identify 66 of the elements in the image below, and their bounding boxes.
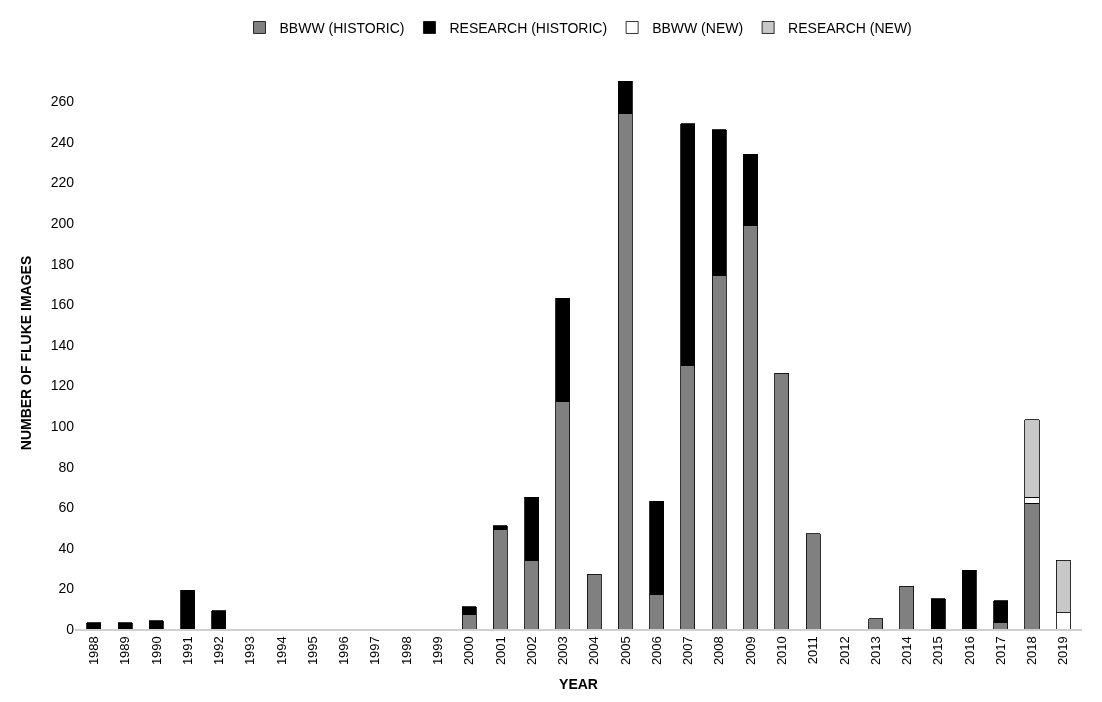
bar xyxy=(492,529,508,629)
x-tick-label: 2001 xyxy=(492,636,508,666)
x-tick-label: 2014 xyxy=(899,636,915,666)
y-tick-label: 140 xyxy=(50,336,75,353)
bar xyxy=(180,590,196,629)
y-tick-label: 260 xyxy=(50,93,75,110)
x-tick-label: 2011 xyxy=(805,636,821,665)
x-tick-label: 2010 xyxy=(774,636,790,666)
y-tick-label: 160 xyxy=(50,296,75,313)
bar xyxy=(868,618,884,629)
x-tick-label: 2004 xyxy=(586,636,602,666)
y-tick-label: 80 xyxy=(58,458,75,475)
legend-label: RESEARCH (NEW) xyxy=(788,19,912,36)
legend-label: RESEARCH (HISTORIC) xyxy=(449,19,608,36)
x-tick-label: 1999 xyxy=(429,636,445,666)
x-tick-label: 1993 xyxy=(242,636,258,666)
x-tick-label: 2019 xyxy=(1055,636,1071,666)
bar xyxy=(899,585,915,629)
x-tick-label: 2007 xyxy=(680,636,696,666)
x-tick-label: 2012 xyxy=(836,636,852,666)
bar xyxy=(1024,502,1040,629)
bar xyxy=(774,372,790,629)
x-tick-label: 2002 xyxy=(523,636,539,666)
bar xyxy=(961,569,977,629)
x-tick-label: 2015 xyxy=(930,636,946,666)
y-tick-label: 60 xyxy=(58,499,75,516)
y-tick-label: 40 xyxy=(58,539,75,556)
x-tick-label: 1988 xyxy=(85,636,101,666)
x-tick-label: 1990 xyxy=(148,636,164,666)
legend-label: BBWW (NEW) xyxy=(652,19,744,36)
x-tick-label: 1998 xyxy=(398,636,414,666)
x-tick-label: 2009 xyxy=(742,636,758,666)
y-tick-label: 200 xyxy=(50,215,75,232)
x-tick-label: 2018 xyxy=(1024,636,1040,666)
x-tick-label: 2016 xyxy=(961,636,977,666)
bar xyxy=(86,622,102,629)
y-tick-label: 20 xyxy=(58,580,75,597)
y-tick-label: 220 xyxy=(50,174,75,191)
x-tick-label: 1997 xyxy=(367,636,383,666)
y-tick-label: 0 xyxy=(66,620,75,637)
bar xyxy=(117,622,133,629)
bar xyxy=(148,620,164,629)
x-tick-label: 2003 xyxy=(555,636,571,666)
x-tick-label: 2006 xyxy=(648,636,664,666)
x-tick-label: 2017 xyxy=(992,636,1008,666)
x-axis-title: YEAR xyxy=(559,675,598,692)
x-tick-label: 2005 xyxy=(617,636,633,666)
x-tick-label: 2008 xyxy=(711,636,727,666)
legend-label: BBWW (HISTORIC) xyxy=(279,19,405,36)
y-tick-label: 180 xyxy=(50,255,75,272)
x-tick-label: 1994 xyxy=(273,636,289,666)
bar xyxy=(586,573,602,629)
x-tick-label: 2000 xyxy=(461,636,477,666)
x-tick-label: 1992 xyxy=(211,636,227,666)
bar xyxy=(211,610,227,629)
y-tick-label: 100 xyxy=(50,417,75,434)
x-tick-label: 1996 xyxy=(336,636,352,666)
x-tick-label: 2013 xyxy=(867,636,883,666)
bar xyxy=(930,598,946,629)
y-axis-title: NUMBER OF FLUKE IMAGES xyxy=(18,255,35,451)
y-tick-label: 240 xyxy=(50,133,75,150)
x-tick-label: 1989 xyxy=(117,636,133,666)
bar xyxy=(805,533,821,629)
x-tick-label: 1991 xyxy=(179,636,195,666)
x-tick-label: 1995 xyxy=(304,636,320,666)
y-tick-label: 120 xyxy=(50,377,75,394)
